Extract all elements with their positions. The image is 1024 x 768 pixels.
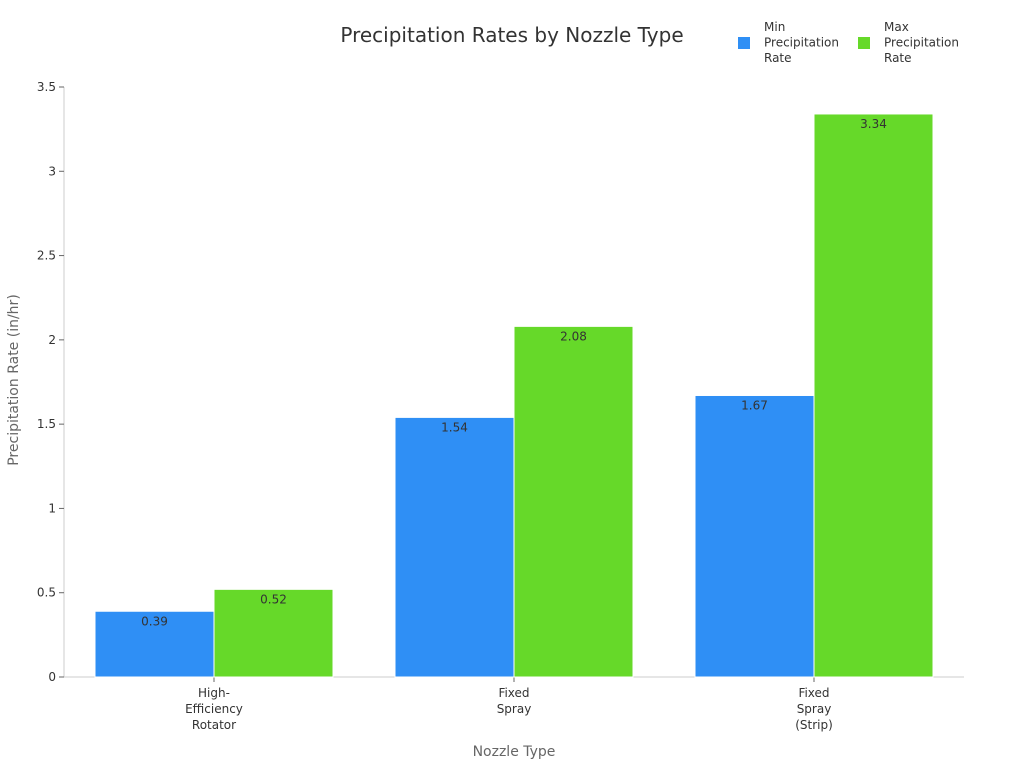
legend-label: Min Precipitation Rate bbox=[764, 20, 839, 65]
legend-label: Max Precipitation Rate bbox=[884, 20, 959, 65]
x-axis-label: Nozzle Type bbox=[473, 744, 556, 760]
legend-label-line: Max bbox=[884, 20, 909, 34]
legend-label-line: Precipitation bbox=[764, 36, 839, 50]
legend-label-line: Rate bbox=[764, 51, 792, 65]
y-tick-label: 1 bbox=[48, 501, 56, 515]
y-tick-label: 0 bbox=[48, 670, 56, 684]
y-tick-label: 2.5 bbox=[37, 249, 56, 263]
legend-label-line: Precipitation bbox=[884, 36, 959, 50]
x-tick-label-line: Fixed bbox=[498, 686, 529, 700]
legend-item-0[interactable]: Min Precipitation Rate bbox=[738, 20, 839, 65]
bar-series-1-cat-0 bbox=[213, 588, 334, 678]
bar-series-1-cat-1 bbox=[513, 325, 634, 678]
x-tick-label-line: Rotator bbox=[192, 718, 236, 732]
legend-swatch bbox=[738, 37, 750, 49]
data-label: 0.52 bbox=[260, 592, 287, 606]
y-tick-label: 1.5 bbox=[37, 417, 56, 431]
legend-label-line: Rate bbox=[884, 51, 912, 65]
chart-title: Precipitation Rates by Nozzle Type bbox=[340, 23, 683, 47]
bar-series-0-cat-1 bbox=[394, 416, 515, 678]
y-tick-label: 3.5 bbox=[37, 80, 56, 94]
x-tick-label-line: High- bbox=[198, 686, 230, 700]
x-tick-label-line: Spray bbox=[797, 702, 832, 716]
data-label: 2.08 bbox=[560, 329, 587, 343]
y-tick-label: 0.5 bbox=[37, 586, 56, 600]
data-label: 1.67 bbox=[741, 398, 768, 412]
legend-swatch bbox=[858, 37, 870, 49]
x-tick-label-line: (Strip) bbox=[795, 718, 833, 732]
x-tick-label-line: Efficiency bbox=[185, 702, 243, 716]
y-tick-label: 3 bbox=[48, 164, 56, 178]
bar-series-1-cat-2 bbox=[813, 113, 934, 678]
axes: 0 0.5 1 1.5 2 2.5 3 3.5 High- Efficiency Rotator Fi… bbox=[37, 80, 964, 732]
bar-series-0-cat-2 bbox=[694, 394, 815, 678]
data-label: 1.54 bbox=[441, 420, 468, 434]
y-tick-label: 2 bbox=[48, 333, 56, 347]
x-tick-label-line: Spray bbox=[497, 702, 532, 716]
bars: 0.39 0.52 1.54 2.08 1.67 3.34 bbox=[94, 113, 934, 678]
legend-label-line: Min bbox=[764, 20, 785, 34]
x-tick-label-line: Fixed bbox=[798, 686, 829, 700]
y-axis-label: Precipitation Rate (in/hr) bbox=[6, 294, 22, 466]
x-tick-label: Fixed Spray (Strip) bbox=[795, 686, 833, 732]
data-label: 3.34 bbox=[860, 117, 887, 131]
x-tick-label: High- Efficiency Rotator bbox=[185, 686, 243, 732]
legend-item-1[interactable]: Max Precipitation Rate bbox=[858, 20, 959, 65]
x-tick-label: Fixed Spray bbox=[497, 686, 532, 716]
data-label: 0.39 bbox=[141, 614, 168, 628]
